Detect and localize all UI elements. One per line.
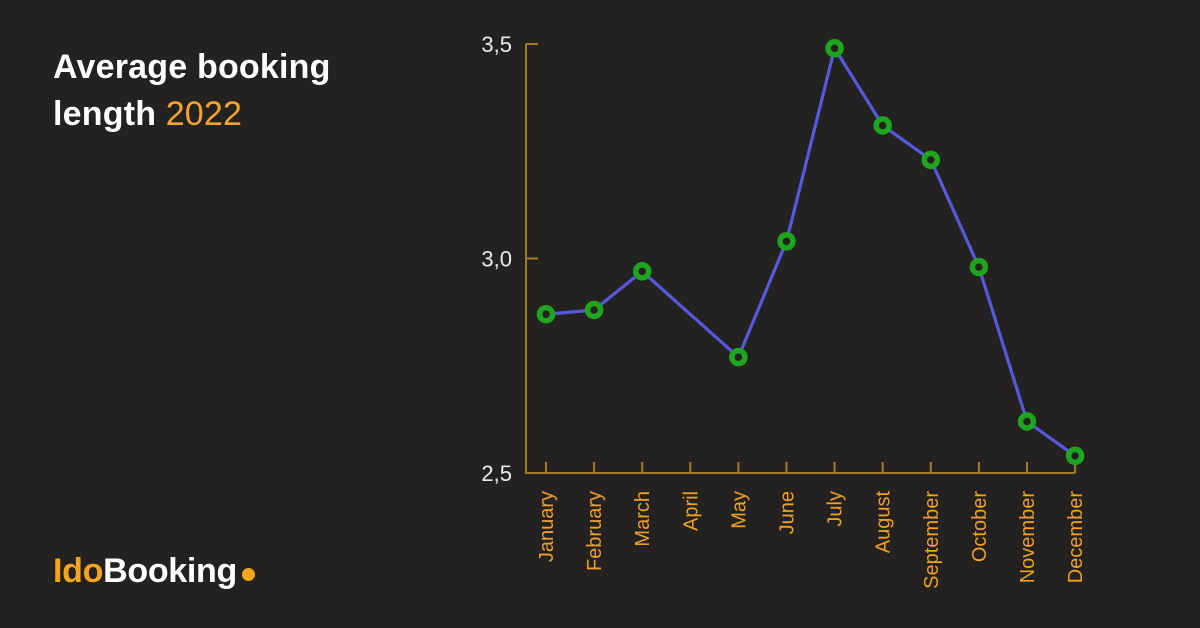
x-tick-label: September <box>921 491 943 589</box>
data-point-marker <box>632 262 652 281</box>
title-line2: length <box>53 94 157 133</box>
x-tick-label: June <box>777 491 799 534</box>
logo-dot <box>241 568 255 581</box>
y-tick-label: 2,5 <box>481 461 512 486</box>
x-tick-label: July <box>825 491 847 527</box>
x-tick-label: April <box>680 491 702 531</box>
x-tick-label: May <box>728 491 750 529</box>
data-point-marker <box>729 347 748 367</box>
data-point-marker <box>584 300 604 320</box>
x-tick-label: October <box>969 491 991 562</box>
axis-spine <box>525 44 1076 474</box>
page-title: Average booking length 2022 <box>53 44 331 138</box>
x-tick-label: August <box>873 491 895 554</box>
y-tick-label: 3,5 <box>481 32 512 57</box>
x-tick-label: December <box>1065 491 1087 584</box>
data-point-marker <box>536 305 556 324</box>
x-tick-label: January <box>536 491 558 562</box>
data-point-marker <box>969 257 989 277</box>
title-line1: Average booking <box>53 48 331 86</box>
title-year: 2022 <box>165 94 243 133</box>
logo-text-booking: Booking <box>103 552 237 590</box>
x-tick-label: November <box>1017 491 1039 584</box>
x-tick-label: February <box>584 491 606 571</box>
data-point-marker <box>921 150 941 170</box>
data-point-marker <box>1065 446 1085 466</box>
idobooking-logo: IdoBooking <box>53 552 255 591</box>
data-point-marker <box>1017 412 1037 431</box>
data-point-marker <box>873 116 892 135</box>
logo-text-ido: Ido <box>53 552 104 590</box>
data-point-marker <box>777 232 796 251</box>
y-tick-label: 3,0 <box>481 247 512 272</box>
data-point-marker <box>825 39 844 58</box>
x-tick-label: March <box>632 491 654 547</box>
series-line <box>544 46 1077 458</box>
